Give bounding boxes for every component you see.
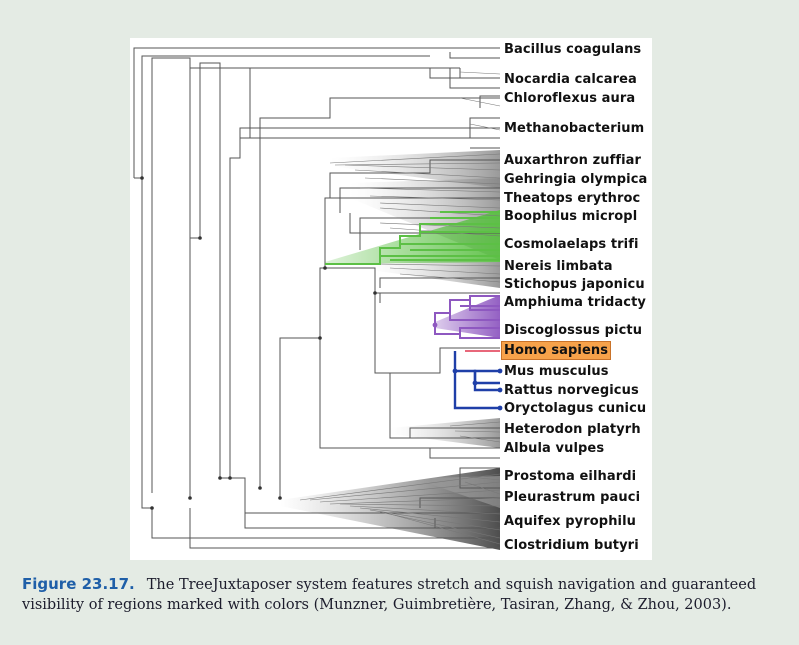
leaf-label[interactable]: Methanobacterium	[504, 121, 645, 136]
phylogenetic-tree-drawing	[133, 47, 503, 550]
leaf-label[interactable]: Albula vulpes	[504, 441, 605, 456]
figure-caption: Figure 23.17. The TreeJuxtaposer system f…	[22, 574, 782, 615]
purple-clade-wedge	[435, 295, 500, 338]
leaf-label[interactable]: Discoglossus pictu	[504, 323, 643, 338]
leaf-label[interactable]: Bacillus coagulans	[504, 42, 642, 57]
leaf-label[interactable]: Heterodon platyrh	[504, 422, 641, 437]
leaf-label[interactable]: Gehringia olympica	[504, 172, 648, 187]
leaf-label[interactable]: Pleurastrum pauci	[504, 490, 641, 505]
leaf-label[interactable]: Theatops erythroc	[504, 191, 641, 206]
leaf-label[interactable]: Nocardia calcarea	[504, 72, 637, 87]
tree-node-markers	[140, 176, 377, 510]
leaf-label[interactable]: Aquifex pyrophilu	[504, 514, 637, 529]
leaf-label[interactable]: Prostoma eilhardi	[504, 469, 637, 484]
dense-leaf-fan	[299, 71, 501, 545]
leaf-label[interactable]: Cosmolaelaps trifi	[504, 237, 639, 252]
leaf-label[interactable]: Amphiuma tridacty	[504, 295, 646, 310]
green-clade-branches	[325, 211, 500, 265]
leaf-label[interactable]: Stichopus japonicu	[504, 277, 645, 292]
leaf-label[interactable]: Boophilus micropl	[504, 209, 638, 224]
leaf-label[interactable]: Chloroflexus aura	[504, 91, 636, 106]
leaf-label[interactable]: Rattus norvegicus	[504, 383, 639, 398]
leaf-label[interactable]: Auxarthron zuffiar	[504, 153, 642, 168]
caption-label: Figure 23.17.	[22, 575, 135, 593]
leaf-label[interactable]: Homo sapiens	[500, 341, 612, 360]
caption-text: The TreeJuxtaposer system features stret…	[22, 577, 757, 613]
leaf-label[interactable]: Nereis limbata	[504, 259, 613, 274]
blue-clade-branches	[453, 351, 500, 410]
tree-branches-grey	[133, 47, 500, 549]
leaf-label[interactable]: Mus musculus	[504, 364, 609, 379]
colored-node-markers	[432, 322, 503, 411]
tree-figure: Bacillus coagulans Nocardia calcarea Chlor…	[130, 38, 652, 560]
purple-clade-branches	[434, 295, 500, 339]
leaf-label[interactable]: Oryctolagus cunicu	[504, 401, 647, 416]
leaf-label[interactable]: Clostridium butyri	[504, 538, 639, 553]
